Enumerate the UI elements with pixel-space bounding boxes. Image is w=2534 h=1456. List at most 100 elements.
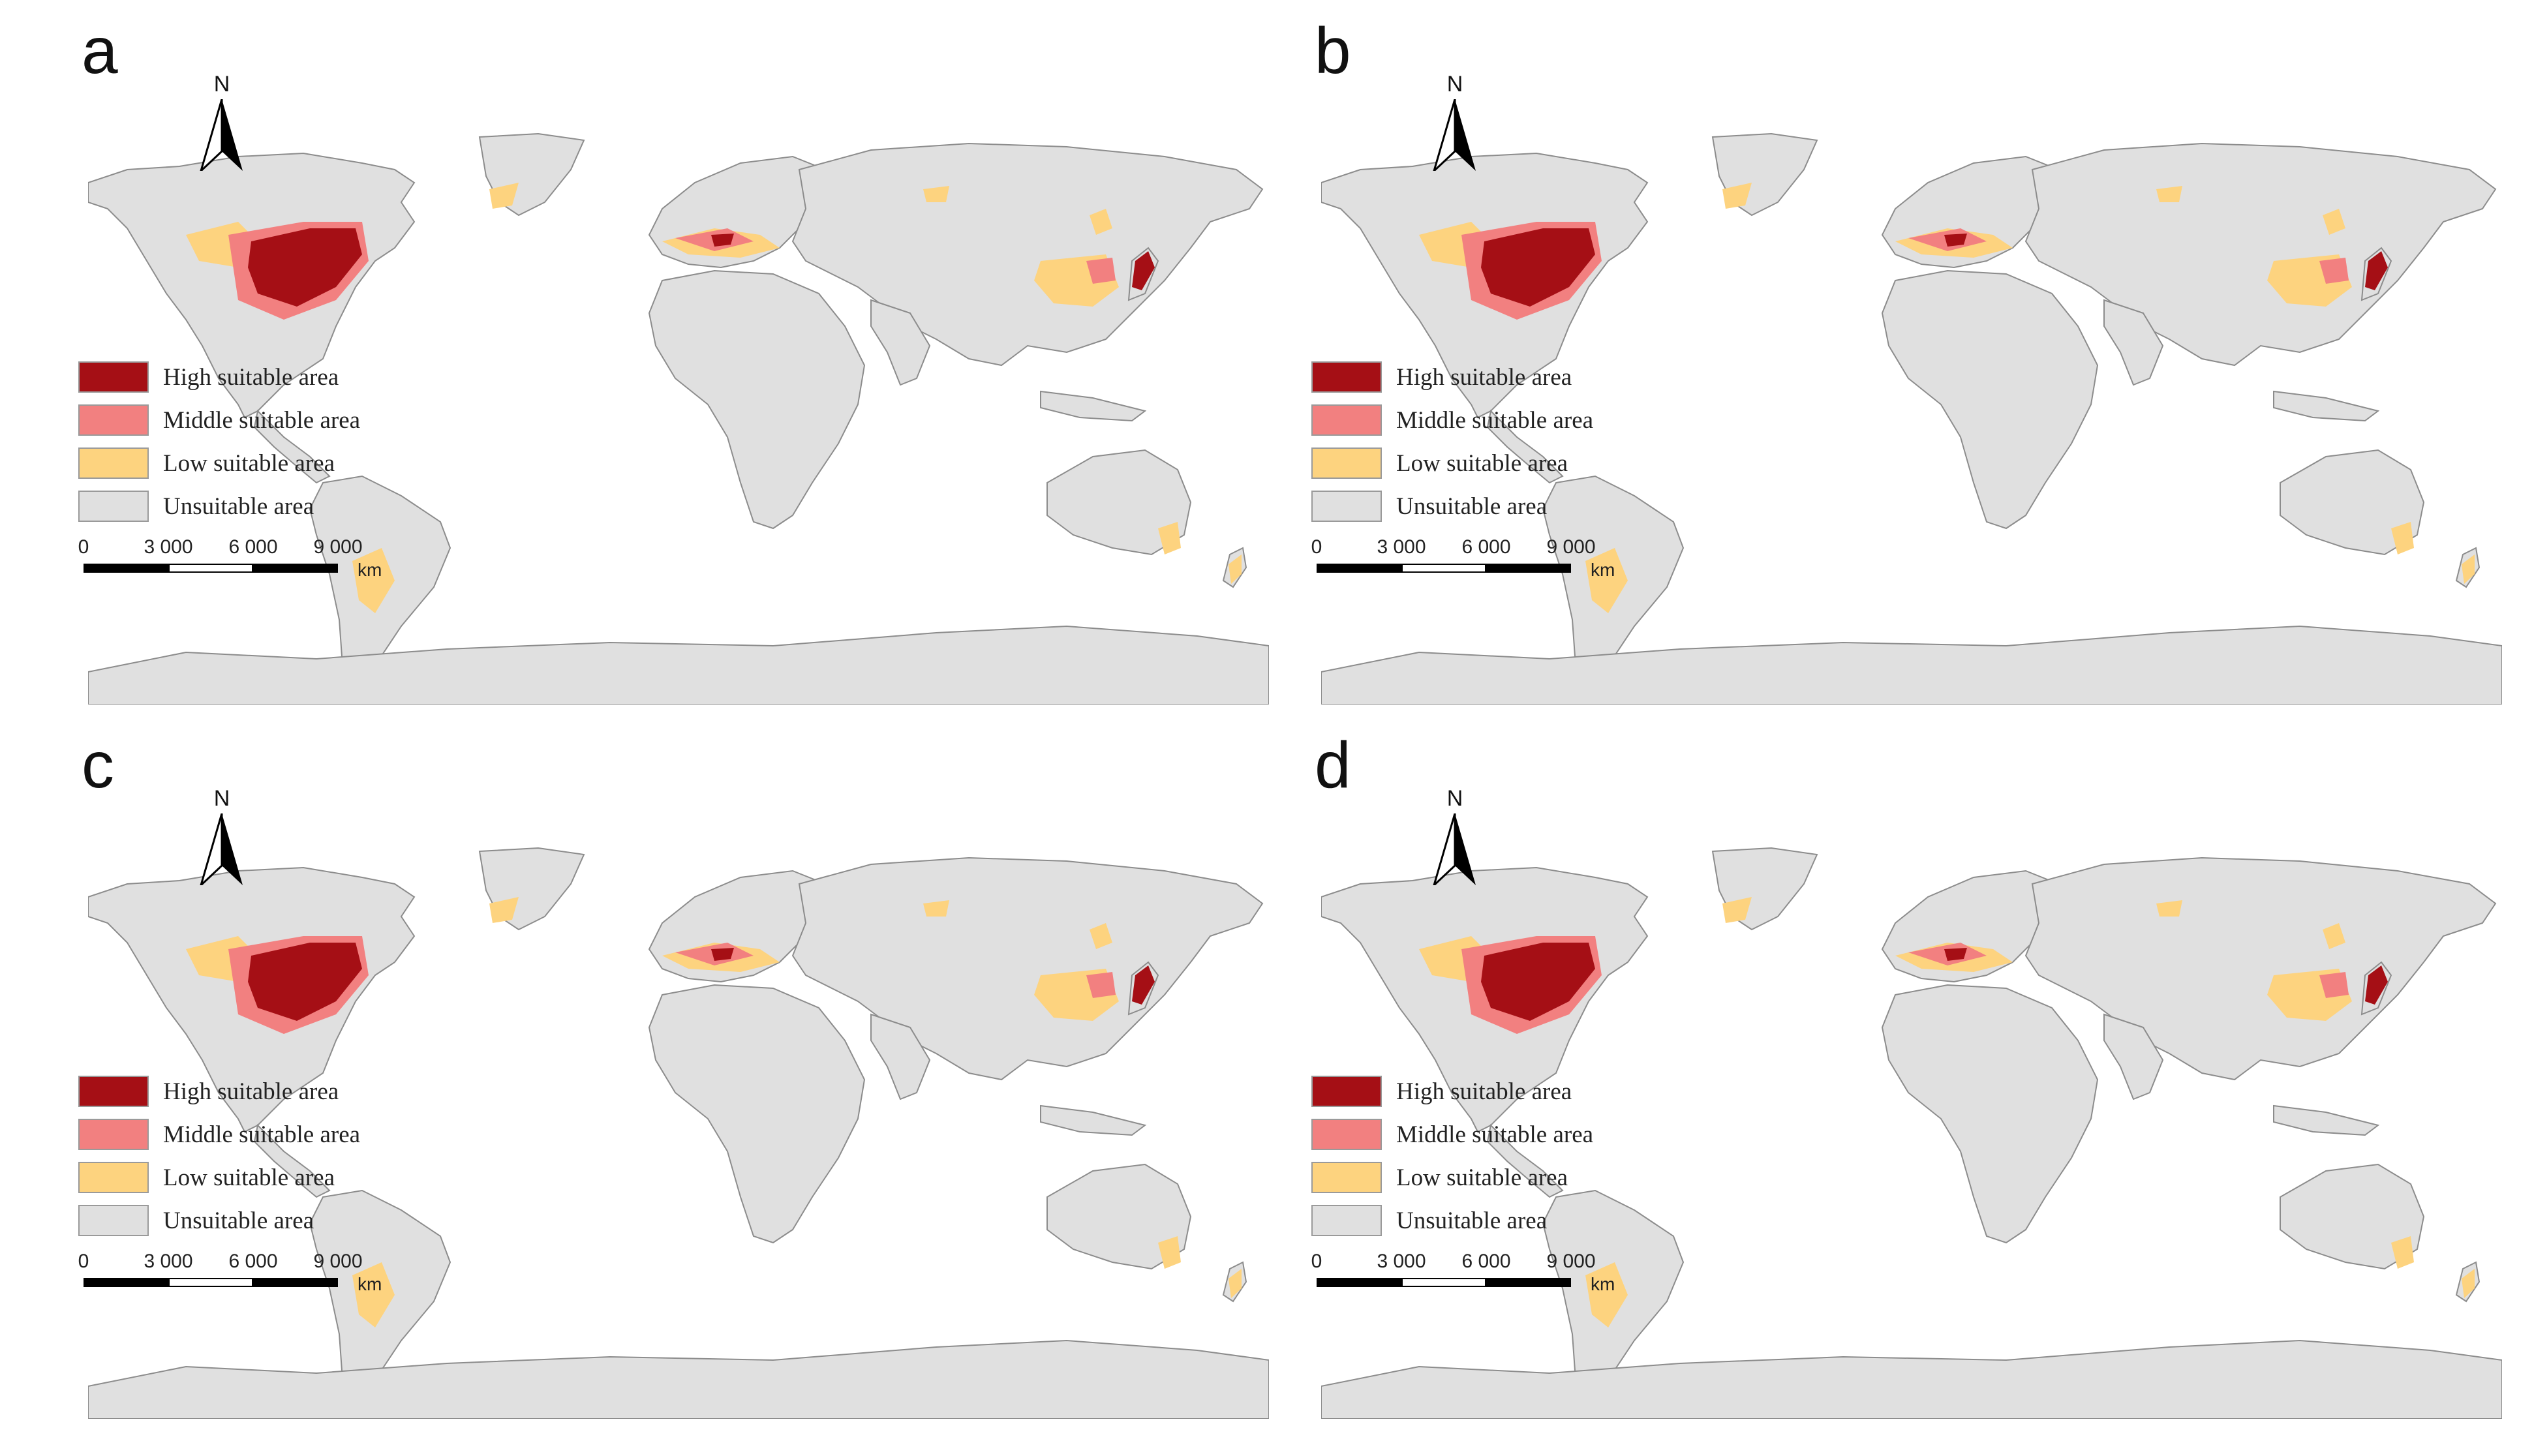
- indonesia-land: [1040, 1104, 1147, 1136]
- high-suitable-zone: [711, 948, 734, 961]
- middle-suitable-zone: [2319, 258, 2349, 284]
- low-suitable-zone: [2391, 1236, 2414, 1269]
- antarctica-land: [1321, 1339, 2502, 1419]
- legend-swatch: [1311, 491, 1382, 522]
- legend: High suitable area Middle suitable area Lo…: [78, 1070, 360, 1242]
- scale-tick-label: 6 000: [228, 1251, 278, 1272]
- low-suitable-zone: [489, 897, 519, 923]
- legend-swatch: [78, 491, 149, 522]
- low-suitable-zone: [1585, 548, 1628, 613]
- map-panel-b: b: [1233, 0, 2502, 705]
- scale-bar-segment: [1317, 1278, 1401, 1287]
- legend-item: High suitable area: [1311, 1070, 1593, 1113]
- legend-label: Middle suitable area: [1396, 406, 1594, 434]
- north-arrow-icon: [1433, 99, 1476, 171]
- suitability-layer: [186, 183, 1242, 613]
- legend-label: Middle suitable area: [1396, 1121, 1594, 1148]
- legend-item: Low suitable area: [1311, 1156, 1593, 1199]
- low-suitable-zone: [2323, 923, 2345, 949]
- north-arrow: N: [1429, 786, 1481, 890]
- legend-label: Middle suitable area: [163, 1121, 361, 1148]
- high-suitable-zone: [2365, 965, 2388, 1005]
- high-suitable-zone: [1132, 251, 1155, 290]
- scale-tick-label: 3 000: [1377, 536, 1426, 558]
- scale-bar-segment: [1486, 1278, 1571, 1287]
- scale-unit: km: [358, 560, 382, 580]
- africa-land: [648, 269, 866, 530]
- scale-tick-label: 3 000: [144, 1251, 193, 1272]
- legend-label: Low suitable area: [163, 449, 335, 477]
- legend-swatch: [1311, 1119, 1382, 1150]
- central-america-land: [253, 409, 331, 484]
- antarctica-land: [1321, 625, 2502, 705]
- australia-land: [2280, 1163, 2425, 1270]
- legend-label: High suitable area: [163, 363, 339, 391]
- legend-label: Unsuitable area: [163, 1207, 314, 1234]
- scale-tick-label: 6 000: [1461, 536, 1511, 558]
- legend-label: Middle suitable area: [163, 406, 361, 434]
- high-suitable-zone: [248, 943, 362, 1021]
- world-map: [88, 845, 1269, 1419]
- high-suitable-zone: [2365, 251, 2388, 290]
- antarctica-land: [88, 625, 1269, 705]
- middle-suitable-zone: [2319, 972, 2349, 998]
- asia-land: [2024, 142, 2497, 367]
- world-map: [88, 130, 1269, 705]
- legend: High suitable area Middle suitable area Lo…: [78, 356, 360, 528]
- antarctica-land: [88, 1339, 1269, 1419]
- high-suitable-zone: [711, 234, 734, 247]
- africa-land: [1881, 984, 2099, 1244]
- legend-item: High suitable area: [78, 356, 360, 399]
- indonesia-land: [2273, 390, 2380, 422]
- north-arrow: N: [1429, 72, 1481, 176]
- suitability-layer: [1419, 183, 2475, 613]
- scale-tick-label: 0: [78, 1251, 89, 1272]
- legend-item: Middle suitable area: [78, 1113, 360, 1156]
- panel-label: d: [1315, 729, 1351, 802]
- australia-land: [1046, 449, 1192, 556]
- legend-label: Unsuitable area: [1396, 493, 1548, 520]
- legend-item: Unsuitable area: [1311, 1199, 1593, 1242]
- high-suitable-zone: [1132, 965, 1155, 1005]
- scale-tick-label: 3 000: [144, 536, 193, 558]
- scale-tick-label: 9 000: [1546, 1251, 1596, 1272]
- middle-suitable-zone: [1086, 972, 1116, 998]
- scale-tick-label: 0: [1311, 536, 1322, 558]
- scale-unit: km: [1591, 560, 1615, 580]
- indonesia-land: [1040, 390, 1147, 422]
- scale-bar: 0 3 000 6 000 9 000 km: [78, 536, 403, 582]
- low-suitable-zone: [1229, 554, 1242, 584]
- low-suitable-zone: [352, 548, 395, 613]
- scale-tick-label: 0: [1311, 1251, 1322, 1272]
- australia-land: [1046, 1163, 1192, 1270]
- scale-bar-segment: [1317, 564, 1401, 573]
- india-land: [870, 1013, 931, 1100]
- australia-land: [2280, 449, 2425, 556]
- legend-item: Unsuitable area: [1311, 485, 1593, 528]
- scale-bar-segment: [168, 1278, 253, 1287]
- north-arrow-icon: [1433, 813, 1476, 885]
- scale-bar-segment: [1401, 564, 1486, 573]
- legend: High suitable area Middle suitable area Lo…: [1311, 356, 1593, 528]
- low-suitable-zone: [923, 186, 949, 202]
- scale-tick-label: 6 000: [1461, 1251, 1511, 1272]
- low-suitable-zone: [2462, 1269, 2475, 1298]
- india-land: [2103, 299, 2164, 386]
- legend-label: Low suitable area: [1396, 449, 1568, 477]
- scale-bar: 0 3 000 6 000 9 000 km: [78, 1251, 403, 1296]
- high-suitable-zone: [1944, 948, 1967, 961]
- legend-swatch: [1311, 404, 1382, 436]
- scale-bar-segment: [1486, 564, 1571, 573]
- legend-item: Middle suitable area: [1311, 1113, 1593, 1156]
- indonesia-land: [2273, 1104, 2380, 1136]
- low-suitable-zone: [1229, 1269, 1242, 1298]
- scale-tick-label: 0: [78, 536, 89, 558]
- north-label: N: [213, 72, 230, 97]
- low-suitable-zone: [1722, 183, 1752, 209]
- low-suitable-zone: [2156, 186, 2182, 202]
- world-map: [1321, 845, 2502, 1419]
- suitability-layer: [186, 897, 1242, 1327]
- scale-tick-label: 6 000: [228, 536, 278, 558]
- legend-swatch: [78, 1119, 149, 1150]
- low-suitable-zone: [1090, 209, 1112, 235]
